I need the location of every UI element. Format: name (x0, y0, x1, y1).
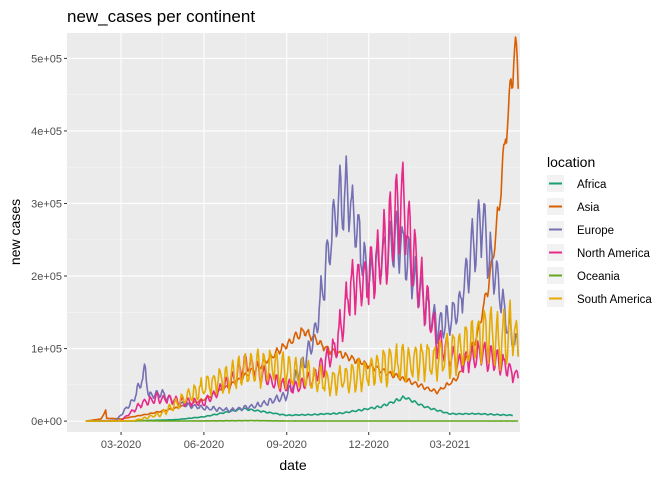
y-tick-label: 5e+05 (31, 53, 62, 65)
y-axis-title: new cases (7, 199, 23, 265)
legend-title: location (547, 154, 595, 170)
y-tick-label: 1e+05 (31, 344, 62, 356)
legend-label: Asia (577, 202, 600, 214)
x-tick-label: 03-2020 (101, 439, 141, 451)
legend-label: North America (577, 248, 650, 260)
x-tick-label: 03-2021 (430, 439, 470, 451)
series-lines (85, 36, 519, 422)
x-axis-title: date (279, 457, 306, 473)
x-tick-label: 09-2020 (267, 439, 307, 451)
y-axis: 0e+00 1e+05 2e+05 3e+05 4e+05 5e+05 (31, 53, 67, 428)
y-tick-label: 4e+05 (31, 126, 62, 138)
series-line-oceania (85, 419, 519, 422)
series-line-south-america (85, 299, 519, 422)
plot-panel (67, 33, 520, 432)
legend: location Africa Asia Europe North America Oc… (547, 154, 652, 307)
legend-label: Europe (577, 225, 614, 237)
chart-title: new_cases per continent (67, 7, 255, 26)
x-tick-label: 12-2020 (349, 439, 389, 451)
y-tick-label: 0e+00 (31, 416, 62, 428)
x-axis: 03-2020 06-2020 09-2020 12-2020 03-2021 (101, 432, 470, 451)
legend-label: South America (577, 294, 652, 306)
y-tick-label: 2e+05 (31, 271, 62, 283)
series-line-asia (85, 36, 519, 422)
x-tick-label: 06-2020 (184, 439, 224, 451)
legend-label: Africa (577, 179, 607, 191)
legend-label: Oceania (577, 271, 620, 283)
y-tick-label: 3e+05 (31, 198, 62, 210)
